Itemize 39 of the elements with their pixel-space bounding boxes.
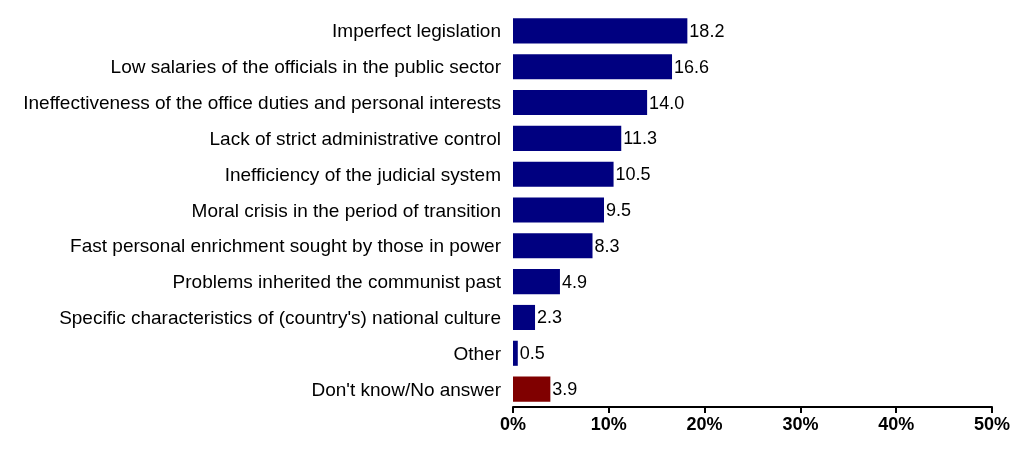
x-tick-label: 40% <box>878 414 915 434</box>
y-tick-label: Inefficiency of the judicial system <box>224 163 501 185</box>
data-label: 14.0 <box>649 92 685 113</box>
bar <box>513 340 518 366</box>
data-label: 4.9 <box>561 271 587 292</box>
bar <box>513 197 605 223</box>
x-tick-label: 30% <box>782 414 819 434</box>
y-tick-label: Problems inherited the communist past <box>172 271 502 293</box>
bar <box>513 161 614 187</box>
data-label: 2.3 <box>537 307 563 328</box>
data-label: 9.5 <box>606 200 632 220</box>
y-tick-label: Fast personal enrichment sought by those in power <box>70 235 502 257</box>
data-label: 10.5 <box>615 164 651 185</box>
bar <box>513 304 536 330</box>
bar <box>513 233 593 259</box>
x-tick-label: 0% <box>499 414 527 434</box>
data-label: 16.6 <box>674 56 710 77</box>
x-tick-label: 20% <box>686 414 723 434</box>
bar <box>513 54 673 80</box>
data-label: 18.2 <box>689 20 725 41</box>
bar <box>513 18 688 44</box>
data-label: 11.3 <box>623 128 657 149</box>
x-tick-label: 10% <box>590 414 627 434</box>
y-tick-label: Moral crisis in the period of transition <box>191 199 501 221</box>
bar <box>513 90 648 116</box>
bar <box>513 376 551 402</box>
y-tick-label: Low salaries of the officials in the public sector <box>110 56 502 78</box>
bar <box>513 269 560 295</box>
data-label: 0.5 <box>519 343 545 364</box>
data-label: 3.9 <box>552 379 578 400</box>
y-tick-label: Ineffectiveness of the office duties and personal interests <box>23 92 501 114</box>
y-tick-label: Other <box>453 342 502 364</box>
x-tick-label: 50% <box>973 414 1011 434</box>
y-tick-label: Imperfect legislation <box>332 20 501 42</box>
y-tick-label: Don't know/No answer <box>311 378 502 400</box>
y-tick-label: Lack of strict administrative control <box>209 127 501 149</box>
bar <box>513 125 622 151</box>
data-label: 8.3 <box>594 235 620 256</box>
y-tick-label: Specific characteristics of (country's) national culture <box>59 306 501 328</box>
